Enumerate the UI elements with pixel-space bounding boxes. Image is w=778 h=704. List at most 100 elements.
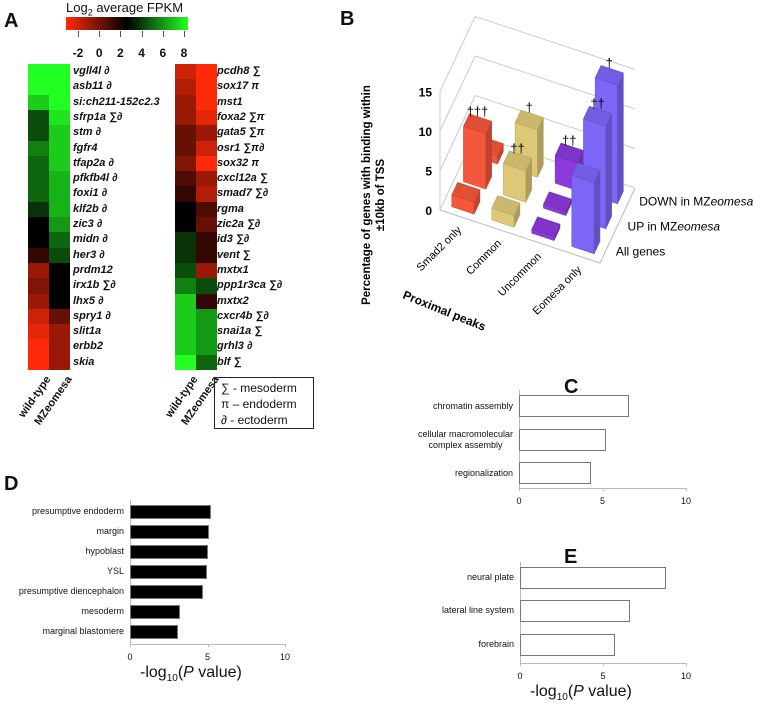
gene-label: tfap2a ∂	[73, 156, 114, 169]
colorbar-tick-mark	[120, 31, 122, 37]
panel-label-e: E	[564, 546, 578, 568]
bar-face	[583, 105, 613, 127]
category-label-line: cellular macromolecular	[417, 429, 513, 439]
bar	[130, 505, 211, 519]
legend-mesoderm: ∑ - mesoderm	[221, 381, 297, 395]
heatmap-cell	[28, 171, 49, 187]
heatmap-cell	[175, 171, 196, 187]
x-axis-label-open: (	[177, 664, 184, 681]
heatmap-cell	[49, 64, 70, 80]
category-label: Common	[464, 238, 504, 278]
legend-endoderm: π – endoderm	[221, 397, 297, 411]
x-tick-label: 10	[279, 652, 290, 662]
heatmap-cell	[49, 278, 70, 294]
category-label: lateral line system	[441, 605, 514, 615]
heatmap-cell	[175, 94, 196, 111]
category-label: cellular macromolecular complex assembly	[418, 429, 513, 451]
x-axis-label: -log10(P value)	[530, 683, 632, 703]
heatmap-cell	[196, 308, 217, 325]
heatmap-cell	[175, 278, 196, 294]
gene-label: prdm12	[73, 263, 113, 276]
gene-label: mxtx1	[217, 263, 249, 276]
gridline	[439, 94, 636, 171]
category-label: YSL	[106, 566, 124, 576]
heatmap-cell	[28, 232, 49, 249]
bar-common-1	[503, 150, 533, 203]
category-label: Uncommon	[496, 251, 544, 299]
bar-face	[593, 170, 601, 254]
x-axis-label-sub: 10	[556, 692, 568, 704]
gene-label: pcdh8 ∑	[217, 65, 261, 77]
heatmap-cell	[28, 324, 49, 340]
heatmap-cell	[49, 293, 70, 310]
x-axis-label-sub: 10	[166, 673, 178, 685]
heatmap-cell	[175, 201, 196, 218]
x-tick-mark	[686, 663, 687, 666]
bar-smad2-only-0	[451, 182, 481, 215]
x-tick-mark	[130, 644, 131, 647]
heatmap-cell	[196, 79, 217, 96]
heatmap-cell	[49, 140, 70, 157]
category-label: Eomesa only	[531, 264, 585, 318]
colorbar-title-sub: 2	[87, 7, 93, 18]
category-label: presumptive diencephalon	[18, 586, 124, 596]
x-tick-label: 0	[127, 652, 133, 662]
gene-label: sox32 π	[217, 156, 260, 169]
bar-face	[463, 126, 487, 190]
germ-layer-legend: ∑ - mesoderm π – endoderm ∂ - ectoderm	[214, 377, 314, 429]
heatmap-cell	[196, 201, 217, 218]
y-axis-label-line1: Percentage of genes with binding within	[361, 85, 373, 305]
heatmap-cell	[49, 171, 70, 187]
panel-label-b: B	[340, 8, 355, 30]
bar-uncommon-0	[531, 216, 561, 241]
y-tick-label: 15	[419, 86, 433, 100]
bar-smad2-only-1	[463, 113, 493, 190]
gene-label: spry1 ∂	[73, 309, 111, 322]
y-tick-label: 10	[419, 125, 433, 139]
heatmap-cell	[28, 201, 49, 218]
heatmap-cell	[49, 79, 70, 96]
x-axis-label-pre: -log	[530, 683, 557, 700]
bar-face	[463, 113, 493, 135]
bar-face	[571, 174, 595, 255]
gene-label: gata5 ∑π	[217, 126, 265, 139]
bar-face	[571, 162, 601, 184]
x-tick-mark	[207, 644, 209, 647]
heatmap-cell	[28, 94, 49, 111]
heatmap-cell	[196, 217, 217, 233]
colorbar-tick-mark	[78, 31, 79, 37]
x-tick-label: 0	[517, 671, 523, 681]
gene-label: klf2b ∂	[73, 202, 108, 215]
colorbar-title-rest: average FPKM	[92, 0, 184, 15]
gene-label: skia	[73, 355, 95, 368]
floor-edge	[439, 187, 636, 264]
bar-face	[503, 150, 533, 172]
colorbar-tick-mark	[184, 31, 185, 37]
category-label: regionalization	[455, 468, 513, 479]
colorbar-tick-label: -2	[72, 46, 84, 60]
significance-mark: ††	[590, 96, 604, 111]
colorbar-tick-mark	[99, 31, 101, 37]
bar	[130, 525, 210, 539]
gene-label: blf ∑	[217, 355, 242, 368]
significance-mark: ††	[562, 133, 576, 148]
x-axis-label-italic: P	[573, 683, 584, 700]
x-tick-label: 5	[600, 671, 606, 681]
heatmap-cell	[175, 125, 196, 141]
heatmap-cell	[175, 64, 196, 80]
colorbar	[66, 17, 188, 30]
heatmap-cell	[28, 140, 49, 157]
bar	[130, 625, 179, 639]
legend-ectoderm: ∂ - ectoderm	[221, 413, 288, 427]
gene-label: cxcr4b ∑∂	[217, 309, 269, 322]
heatmap-cell	[28, 155, 49, 172]
heatmap-cell	[196, 354, 217, 371]
heatmap-cell	[28, 354, 49, 371]
heatmap-cell	[175, 247, 196, 264]
gene-label: vent ∑	[217, 248, 251, 261]
heatmap-cell	[28, 247, 49, 264]
heatmap-cell	[196, 171, 217, 187]
heatmap-cell	[49, 247, 70, 264]
heatmap-cell	[49, 354, 70, 371]
